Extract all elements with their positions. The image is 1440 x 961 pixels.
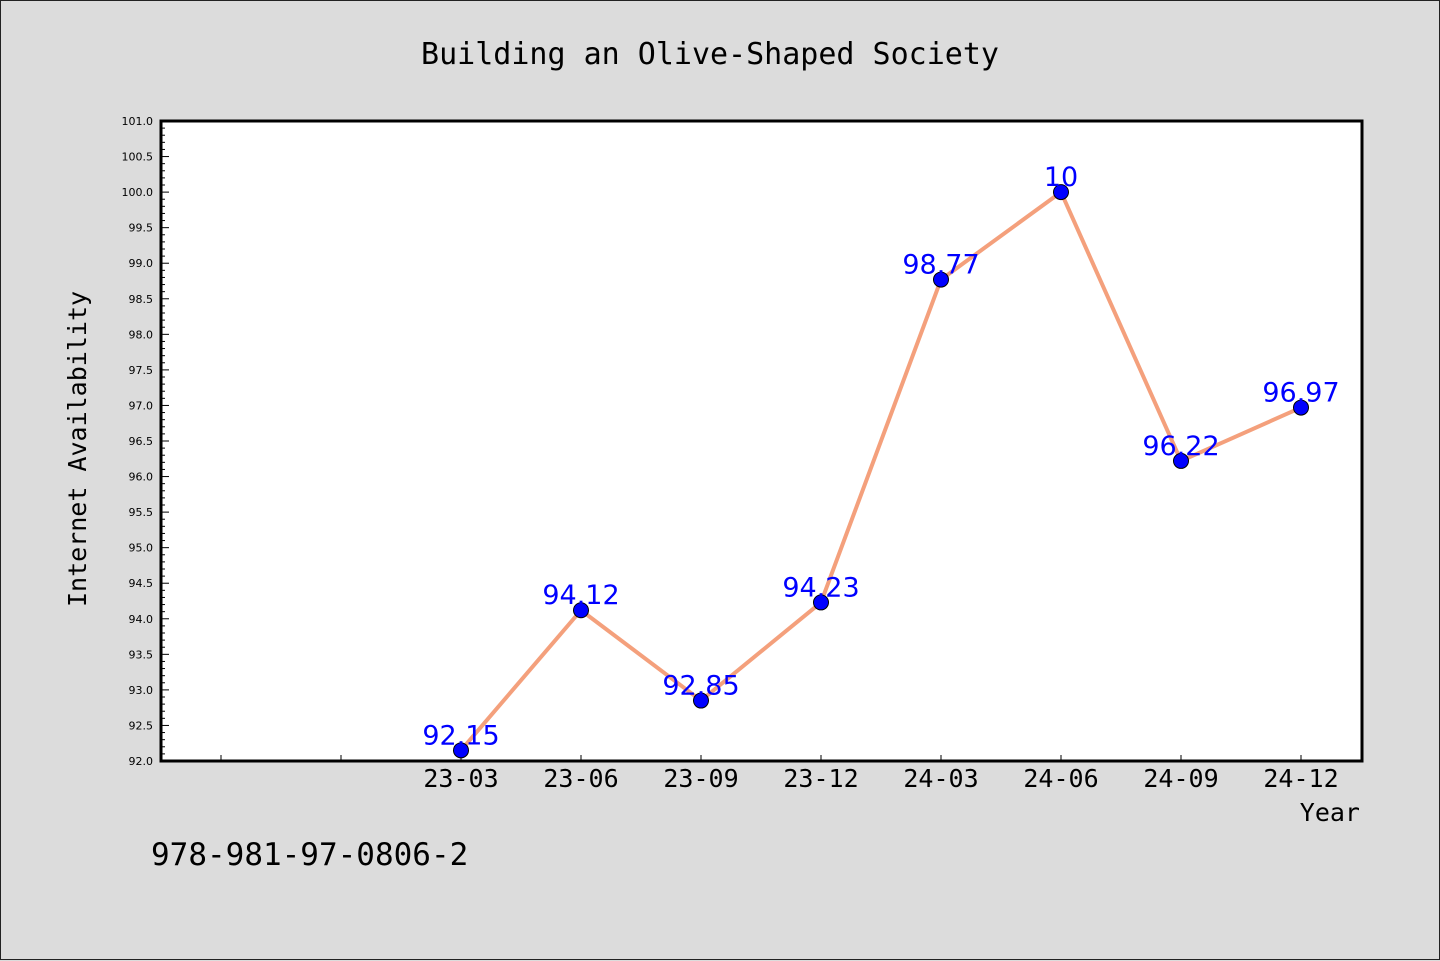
y-tick-label: 94.5 [129, 577, 154, 590]
data-label: 94.23 [782, 572, 859, 603]
y-tick-label: 98.5 [129, 293, 154, 306]
y-tick-label: 95.5 [129, 506, 154, 519]
y-tick-label: 99.5 [129, 222, 154, 235]
y-tick-label: 99.0 [129, 257, 154, 270]
data-label: 92.85 [662, 671, 739, 702]
y-tick-label: 96.5 [129, 435, 154, 448]
data-point [813, 594, 829, 611]
x-tick-label: 23-06 [543, 764, 618, 793]
data-label: 10 [1044, 162, 1078, 193]
x-axis-ticks: 23-03 23-06 23-09 23-12 24-03 24-06 24-09 24-12 [220, 755, 1339, 793]
y-tick-label: 96.0 [129, 471, 154, 484]
data-labels: 92.15 94.12 92.85 94.23 98.77 10 96.22 96.97 [422, 162, 1339, 751]
y-tick-label: 101.0 [122, 115, 154, 128]
data-point [1293, 399, 1309, 416]
data-label: 98.77 [902, 250, 979, 281]
data-point [1173, 452, 1189, 469]
data-label: 96.22 [1142, 431, 1219, 462]
data-point [1053, 184, 1069, 201]
data-point [453, 742, 469, 759]
y-tick-label: 92.0 [129, 755, 154, 768]
x-tick-label: 23-03 [423, 764, 498, 793]
y-tick-label: 93.5 [129, 648, 154, 661]
data-point [933, 271, 949, 288]
data-point [573, 602, 589, 619]
y-tick-label: 95.0 [129, 542, 154, 555]
x-tick-label: 23-12 [783, 764, 858, 793]
plot-area [159, 119, 1364, 763]
y-tick-label: 100.0 [122, 186, 154, 199]
x-tick-label: 24-03 [903, 764, 978, 793]
isbn-footnote: 978-981-97-0806-2 [151, 837, 468, 873]
y-tick-label: 97.0 [129, 399, 154, 412]
x-tick-label: 24-06 [1023, 764, 1098, 793]
chart-title: Building an Olive-Shaped Society [421, 37, 999, 72]
y-tick-label: 97.5 [129, 364, 154, 377]
data-label: 96.97 [1262, 378, 1339, 409]
y-tick-label: 100.5 [122, 151, 154, 164]
y-tick-label: 94.0 [129, 613, 154, 626]
series-line [459, 190, 1302, 752]
x-tick-label: 24-09 [1143, 764, 1218, 793]
series-group [453, 184, 1309, 759]
y-tick-label: 92.5 [129, 719, 154, 732]
y-axis-label: Internet Availability [63, 291, 92, 607]
x-tick-label: 23-09 [663, 764, 738, 793]
y-axis-ticks: 92.0 92.5 93.0 93.5 94.0 94.5 95.0 95.5 96.0 96.5… [122, 115, 169, 768]
data-label: 94.12 [542, 580, 619, 611]
y-tick-label: 93.0 [129, 684, 154, 697]
x-tick-label: 24-12 [1263, 764, 1338, 793]
y-tick-label: 98.0 [129, 328, 154, 341]
data-point [693, 692, 709, 709]
x-axis-label: Year [1300, 798, 1360, 827]
data-label: 92.15 [422, 720, 499, 751]
